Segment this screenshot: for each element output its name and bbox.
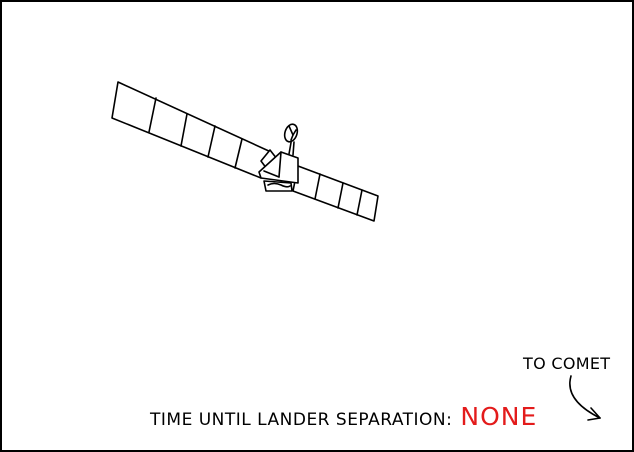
right-solar-panel: [292, 165, 379, 222]
caption-value: NONE: [460, 402, 538, 431]
left-solar-panel: [111, 81, 272, 179]
caption-label: TIME UNTIL LANDER SEPARATION:: [150, 410, 453, 430]
separation-caption: TIME UNTIL LANDER SEPARATION: NONE: [150, 402, 537, 431]
to-comet-label: TO COMET: [523, 354, 611, 373]
spacecraft-body: [258, 136, 299, 192]
antenna-dish: [283, 123, 299, 143]
arrow-icon: [569, 375, 601, 421]
